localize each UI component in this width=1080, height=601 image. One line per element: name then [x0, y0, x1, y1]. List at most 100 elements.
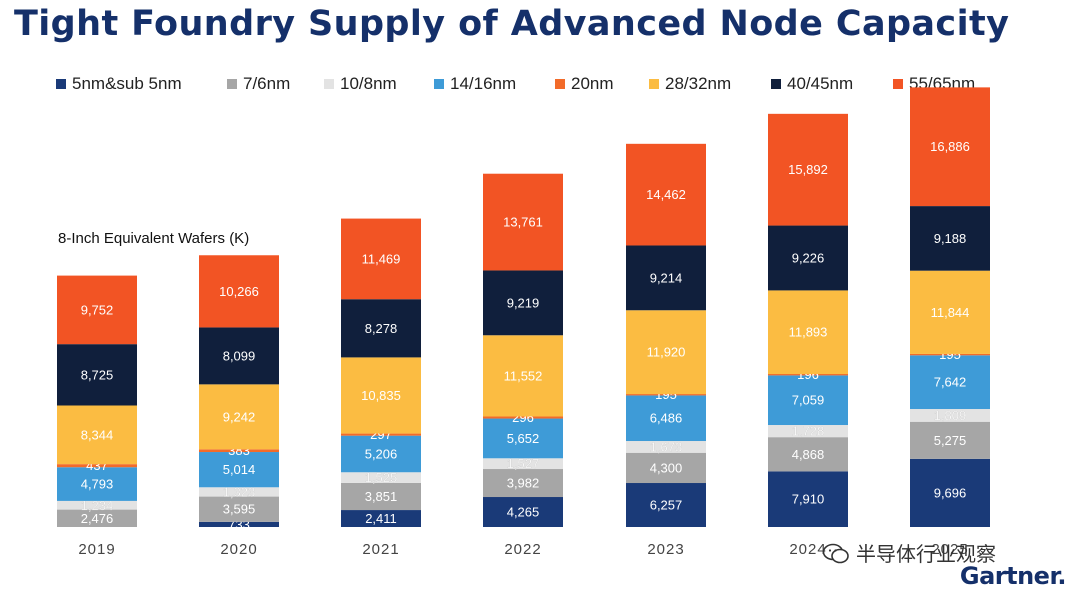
bar-segment — [483, 270, 563, 336]
bar-segment — [199, 496, 279, 522]
chart-title: Tight Foundry Supply of Advanced Node Ca… — [14, 4, 1010, 44]
data-label: 7,910 — [792, 492, 825, 507]
x-tick-label: 2023 — [647, 541, 684, 558]
data-label: 16,886 — [930, 139, 970, 154]
data-label: 4,300 — [650, 460, 683, 475]
data-label: 9,242 — [223, 409, 256, 424]
x-tick-label: 2024 — [789, 541, 826, 558]
y-axis-unit-label: 8-Inch Equivalent Wafers (K) — [58, 230, 250, 247]
data-label: 7,059 — [792, 393, 825, 408]
legend-label: 28/32nm — [665, 74, 732, 93]
bar-segment — [626, 245, 706, 311]
data-label: 5,275 — [934, 433, 967, 448]
data-label: 11,893 — [789, 325, 828, 340]
bar-segment — [57, 344, 137, 406]
data-label: 9,214 — [650, 270, 683, 285]
bar-segment — [341, 482, 421, 511]
bar-segment — [910, 206, 990, 271]
data-label: 3,851 — [365, 489, 398, 504]
watermark-text: 半导体行业观察 — [856, 542, 996, 566]
legend-label: 14/16nm — [450, 74, 517, 93]
bar-segment — [768, 290, 848, 375]
bar-segment — [199, 255, 279, 328]
data-label: 1,527 — [507, 456, 540, 471]
data-label: 8,278 — [365, 321, 398, 336]
data-label: 11,920 — [647, 345, 686, 360]
bar-segment — [199, 487, 279, 497]
data-label: 5,206 — [365, 446, 398, 461]
legend-swatch — [771, 79, 781, 89]
watermark: 半导体行业观察 — [822, 538, 996, 567]
legend-swatch — [893, 79, 903, 89]
data-label: 9,752 — [81, 302, 114, 317]
data-label: 10,835 — [361, 388, 401, 403]
legend-swatch — [434, 79, 444, 89]
legend-label: 5nm&sub 5nm — [72, 74, 182, 93]
bar-segment — [341, 433, 421, 436]
bar-segment — [341, 472, 421, 483]
bar-segment — [483, 418, 563, 459]
data-label: 6,257 — [650, 498, 683, 513]
bar-segment — [768, 113, 848, 226]
data-label: 1,323 — [223, 484, 256, 499]
bar-segment — [199, 327, 279, 385]
bar-segment — [341, 435, 421, 473]
data-label: 6,486 — [650, 411, 683, 426]
x-tick-label: 2025 — [931, 541, 968, 558]
x-tick-label: 2019 — [78, 541, 115, 558]
data-label: 9,219 — [507, 295, 540, 310]
bar-segment — [768, 425, 848, 438]
data-label: 8,099 — [223, 348, 256, 363]
data-label: 11,469 — [362, 251, 401, 266]
wechat-icon — [822, 543, 849, 564]
bar-segment — [768, 225, 848, 291]
x-tick-label: 2021 — [362, 541, 399, 558]
data-label: 2,411 — [365, 511, 397, 526]
data-label: 9,696 — [934, 485, 967, 500]
bar-segment — [910, 270, 990, 354]
data-label: 5,014 — [223, 462, 256, 477]
bar-segment — [483, 335, 563, 417]
data-label: 10,266 — [219, 284, 259, 299]
bar-segment — [57, 509, 137, 527]
legend-label: 40/45nm — [787, 74, 854, 93]
data-label: 9,188 — [934, 231, 967, 246]
data-label: 11,552 — [504, 368, 543, 383]
legend-label: 7/6nm — [243, 74, 291, 93]
bar-segment — [626, 452, 706, 484]
data-label: 8,725 — [81, 367, 114, 382]
bar-segment — [768, 374, 848, 376]
bar-segment — [483, 173, 563, 271]
gartner-logo: Gartner. — [959, 562, 1067, 590]
bar-segment — [626, 310, 706, 395]
bar-segment — [910, 353, 990, 356]
data-label: 1,728 — [792, 424, 825, 439]
bar-segment — [341, 357, 421, 434]
bar-segment — [341, 218, 421, 300]
bar-segment — [626, 394, 706, 396]
data-label: 5,652 — [507, 431, 540, 446]
data-label: 13,761 — [503, 215, 543, 230]
data-label: 4,265 — [507, 505, 540, 520]
bar-segment — [341, 510, 421, 527]
bar-segment — [626, 441, 706, 453]
bar-segment — [199, 521, 279, 527]
bar-segment — [483, 469, 563, 498]
data-label: 3,595 — [223, 502, 256, 517]
bar-segment — [910, 458, 990, 527]
bar-segment — [626, 395, 706, 442]
bar-segment — [57, 500, 137, 510]
bar-segment — [57, 275, 137, 345]
data-label: 4,793 — [81, 477, 114, 492]
bar-segment — [341, 299, 421, 358]
bar-segment — [199, 452, 279, 488]
bar-segment — [910, 355, 990, 410]
data-label: 2,476 — [81, 511, 114, 526]
data-label: 11,844 — [931, 305, 970, 320]
data-label: 14,462 — [646, 187, 686, 202]
data-label: 15,892 — [788, 162, 828, 177]
data-label: 3,982 — [507, 476, 540, 491]
bar-segment — [768, 437, 848, 472]
legend-swatch — [555, 79, 565, 89]
